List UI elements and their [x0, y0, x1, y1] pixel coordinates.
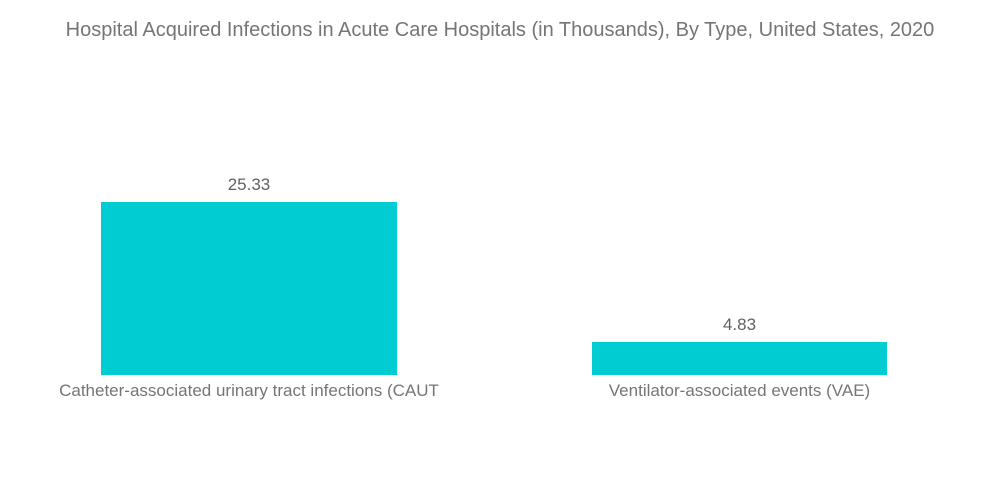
bar-vae[interactable] — [592, 342, 887, 375]
chart-title: Hospital Acquired Infections in Acute Ca… — [65, 19, 935, 41]
category-label-cauti: Catheter-associated urinary tract infect… — [59, 381, 439, 400]
bar-value-label-vae: 4.83 — [722, 315, 757, 334]
bar-group-cauti: 25.33 — [101, 175, 397, 375]
category-label-vae: Ventilator-associated events (VAE) — [608, 381, 871, 400]
bar-group-vae: 4.83 — [592, 315, 887, 375]
bar-value-label-cauti: 25.33 — [227, 175, 271, 194]
bar-cauti[interactable] — [101, 202, 397, 375]
